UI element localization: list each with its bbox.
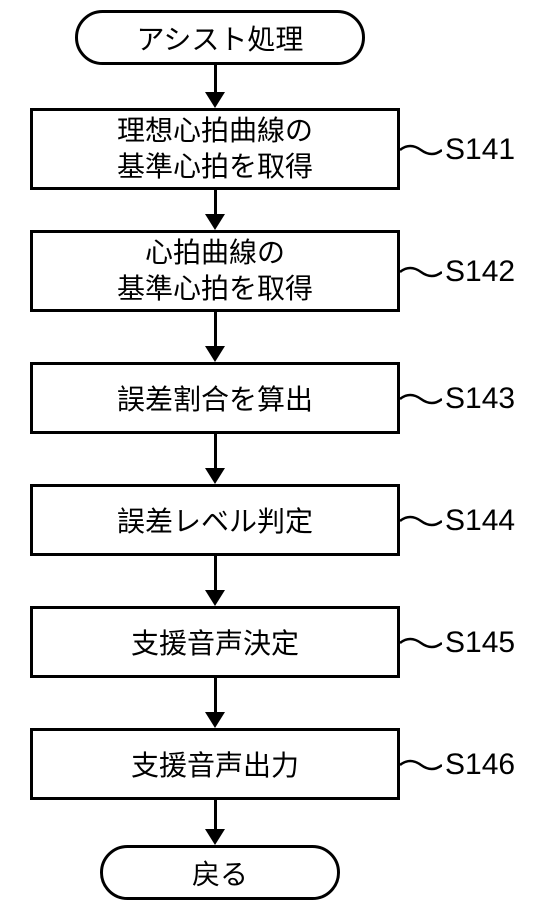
step-id-label: S143 bbox=[445, 382, 515, 416]
arrow-line bbox=[214, 434, 217, 469]
start-terminal: アシスト処理 bbox=[75, 10, 365, 65]
arrow-head bbox=[205, 590, 225, 606]
process-step6: 支援音声出力 bbox=[30, 728, 400, 800]
connector-tilde bbox=[400, 757, 442, 773]
step-id-label: S141 bbox=[445, 133, 515, 167]
arrow-head bbox=[205, 346, 225, 362]
process-step1: 理想心拍曲線の 基準心拍を取得 bbox=[30, 108, 400, 190]
arrow-line bbox=[214, 312, 217, 347]
connector-tilde bbox=[400, 264, 442, 280]
step6-label: 支援音声出力 bbox=[131, 744, 299, 784]
arrow-line bbox=[214, 556, 217, 591]
step-id-label: S145 bbox=[445, 626, 515, 660]
arrow-line bbox=[214, 800, 217, 830]
arrow-line bbox=[214, 678, 217, 713]
arrow-head bbox=[205, 92, 225, 108]
step4-label: 誤差レベル判定 bbox=[117, 500, 313, 540]
step1-label: 理想心拍曲線の 基準心拍を取得 bbox=[117, 113, 313, 186]
end-terminal: 戻る bbox=[100, 845, 340, 900]
arrow-line bbox=[214, 190, 217, 215]
process-step3: 誤差割合を算出 bbox=[30, 362, 400, 434]
end-label: 戻る bbox=[192, 853, 248, 893]
step-id-label: S146 bbox=[445, 748, 515, 782]
arrow-head bbox=[205, 712, 225, 728]
connector-tilde bbox=[400, 513, 442, 529]
process-step4: 誤差レベル判定 bbox=[30, 484, 400, 556]
start-label: アシスト処理 bbox=[137, 18, 304, 58]
step3-label: 誤差割合を算出 bbox=[117, 378, 313, 418]
flowchart-container: アシスト処理 理想心拍曲線の 基準心拍を取得 S141 心拍曲線の 基準心拍を取… bbox=[0, 0, 536, 909]
process-step2: 心拍曲線の 基準心拍を取得 bbox=[30, 230, 400, 312]
step5-label: 支援音声決定 bbox=[131, 622, 299, 662]
connector-tilde bbox=[400, 142, 442, 158]
arrow-head bbox=[205, 468, 225, 484]
step-id-label: S142 bbox=[445, 255, 515, 289]
step2-label: 心拍曲線の 基準心拍を取得 bbox=[117, 235, 313, 308]
arrow-head bbox=[205, 214, 225, 230]
step-id-label: S144 bbox=[445, 504, 515, 538]
connector-tilde bbox=[400, 391, 442, 407]
connector-tilde bbox=[400, 635, 442, 651]
arrow-head bbox=[205, 829, 225, 845]
arrow-line bbox=[214, 65, 217, 93]
process-step5: 支援音声決定 bbox=[30, 606, 400, 678]
